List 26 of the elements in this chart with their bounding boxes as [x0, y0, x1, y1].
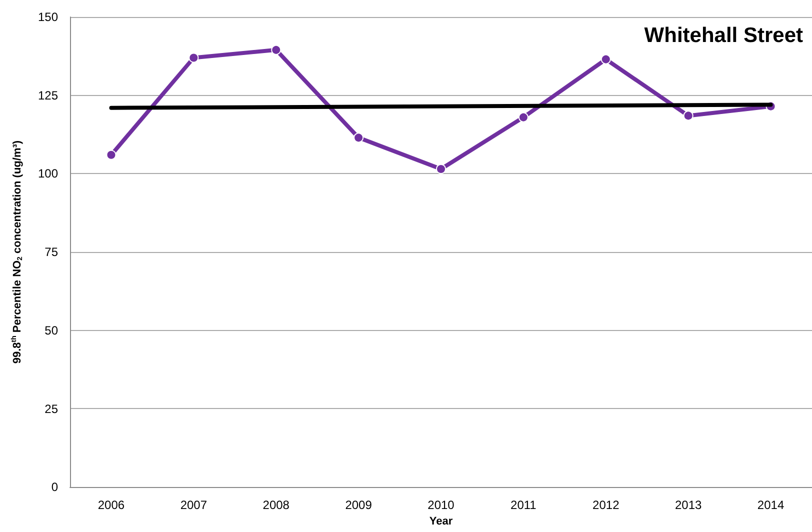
x-tick-label: 2010 [428, 498, 455, 512]
y-tick-label: 25 [44, 402, 58, 416]
y-tick-label: 150 [38, 10, 58, 24]
y-tick-label: 50 [44, 323, 58, 338]
x-tick-label: 2012 [592, 498, 620, 512]
y-tick-label: 75 [44, 245, 58, 260]
point [271, 44, 282, 55]
x-tick-label: 2011 [510, 498, 537, 512]
point [188, 52, 199, 63]
point [436, 164, 446, 174]
x-tick-label: 2006 [98, 498, 125, 512]
x-tick-label: 2008 [262, 498, 290, 512]
y-tick-label: 125 [38, 88, 58, 102]
y-tick-label: 100 [38, 166, 58, 181]
point [106, 150, 116, 160]
chart-title: Whitehall Street [644, 24, 804, 47]
y-tick-label: 0 [51, 480, 58, 494]
point [683, 110, 694, 121]
x-tick-label: 2007 [180, 498, 208, 512]
x-axis-title: Year [429, 516, 454, 528]
point [518, 112, 528, 122]
point [600, 54, 611, 64]
x-tick-label: 2009 [345, 498, 372, 512]
x-tick-label: 2013 [674, 498, 702, 512]
point [354, 132, 364, 143]
x-tick-label: 2014 [757, 498, 784, 512]
